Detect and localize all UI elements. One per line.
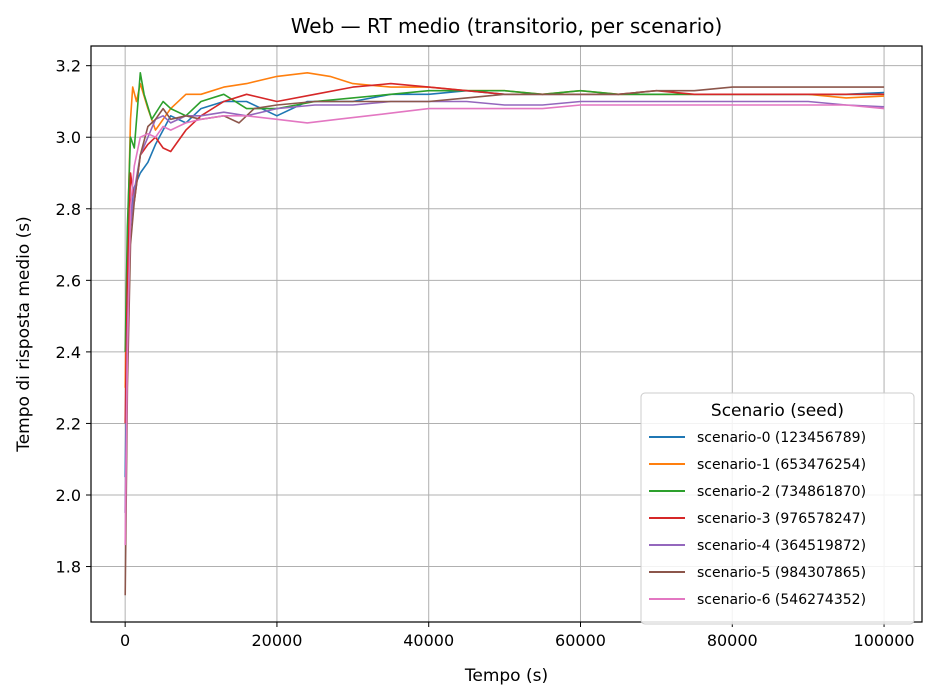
y-tick-label: 1.8 <box>56 558 81 577</box>
x-tick-label: 80000 <box>707 631 758 650</box>
series-line <box>124 100 885 513</box>
x-tick-label: 100000 <box>854 631 915 650</box>
legend-title: Scenario (seed) <box>711 401 844 421</box>
legend-label: scenario-4 (364519872) <box>697 538 866 554</box>
plot-frame <box>90 45 923 623</box>
x-tick-label: 60000 <box>555 631 606 650</box>
chart-title: Web — RT medio (transitorio, per scenari… <box>291 14 723 38</box>
y-tick-label: 2.4 <box>56 343 81 362</box>
y-axis-label: Tempo di risposta medio (s) <box>14 216 34 453</box>
axis-ticks: 0 20000 40000 60000 80000 100000 1.8 2.0 2.2 2.4 2… <box>56 57 915 650</box>
series-layer <box>124 72 885 596</box>
series-line <box>124 104 885 546</box>
legend-entries: scenario-0 (123456789) scenario-1 (653476… <box>649 430 866 608</box>
x-axis-label: Tempo (s) <box>464 666 548 686</box>
legend-label: scenario-3 (976578247) <box>697 511 866 527</box>
y-tick-label: 2.8 <box>56 200 81 219</box>
legend-label: scenario-1 (653476254) <box>697 457 866 473</box>
grid <box>91 46 922 622</box>
x-tick-label: 20000 <box>251 631 302 650</box>
legend-label: scenario-5 (984307865) <box>697 565 866 581</box>
legend-label: scenario-2 (734861870) <box>697 484 866 500</box>
series-line <box>124 86 885 596</box>
y-tick-label: 2.2 <box>56 414 81 433</box>
series-line <box>124 82 885 424</box>
legend-label: scenario-0 (123456789) <box>697 430 866 446</box>
x-tick-label: 40000 <box>403 631 454 650</box>
y-tick-label: 3.0 <box>56 128 81 147</box>
legend: Scenario (seed) scenario-0 (123456789)sc… <box>640 392 915 625</box>
y-tick-label: 3.2 <box>56 57 81 76</box>
x-tick-label: 0 <box>120 631 130 650</box>
legend-label: scenario-6 (546274352) <box>697 592 866 608</box>
series-line <box>124 72 885 388</box>
legend-box <box>640 392 915 625</box>
y-tick-label: 2.6 <box>56 271 81 290</box>
y-tick-label: 2.0 <box>56 486 81 505</box>
